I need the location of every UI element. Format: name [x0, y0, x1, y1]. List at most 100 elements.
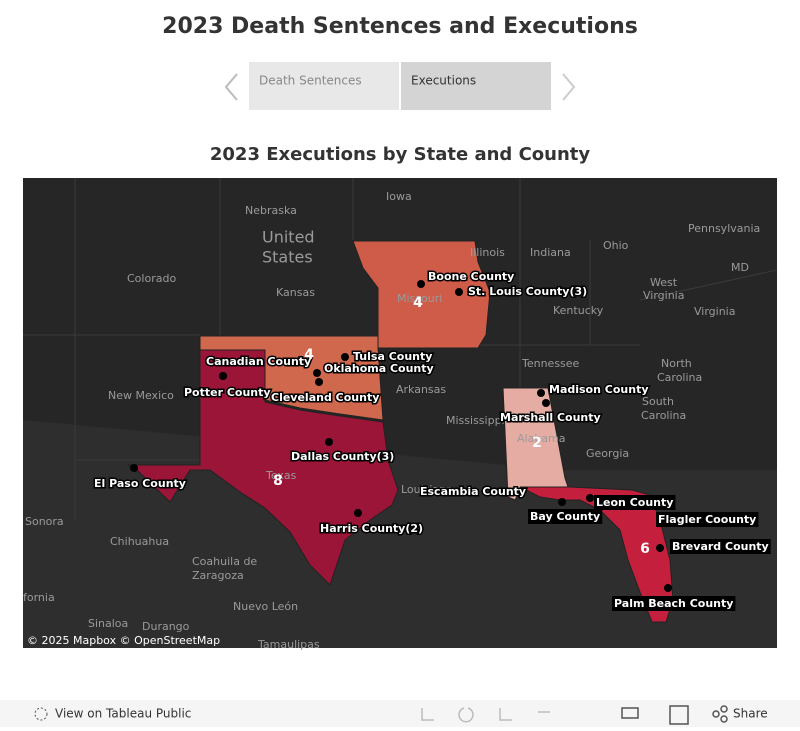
place-label: Texas — [265, 469, 297, 482]
county-dot[interactable] — [130, 464, 138, 472]
place-label: fornia — [23, 591, 55, 604]
place-label: Carolina — [641, 409, 686, 422]
county-label[interactable]: Marshall County — [499, 410, 603, 426]
county-label[interactable]: Oklahoma County — [323, 361, 436, 377]
place-label: Colorado — [127, 272, 176, 285]
county-dot[interactable] — [664, 584, 672, 592]
county-label[interactable]: Brevard County — [671, 539, 771, 555]
share-button[interactable]: Share — [733, 707, 768, 721]
county-label[interactable]: Leon County — [595, 495, 675, 511]
county-label[interactable]: Flagler Coounty — [657, 512, 758, 528]
county-label[interactable]: Madison County — [548, 382, 651, 398]
place-label: Coahuila de — [192, 555, 257, 568]
state-count: 4 — [304, 347, 314, 363]
place-label: Chihuahua — [110, 535, 169, 548]
map-title: 2023 Executions by State and County — [210, 144, 590, 165]
county-dot[interactable] — [558, 498, 566, 506]
place-label: Sonora — [25, 515, 64, 528]
state-count: 2 — [532, 435, 542, 451]
county-dot[interactable] — [313, 369, 321, 377]
county-dot[interactable] — [417, 280, 425, 288]
county-dot[interactable] — [219, 372, 227, 380]
county-label[interactable]: Potter County — [183, 385, 273, 401]
state-texas[interactable] — [127, 349, 399, 586]
place-label: Indiana — [530, 246, 571, 259]
county-dot[interactable] — [586, 494, 594, 502]
gulf — [23, 420, 777, 648]
place-label: Durango — [142, 620, 190, 633]
county-label[interactable]: El Paso County — [93, 476, 188, 492]
county-dot[interactable] — [537, 389, 545, 397]
place-label: Pennsylvania — [688, 222, 760, 235]
county-dot[interactable] — [656, 544, 664, 552]
place-label: Carolina — [657, 371, 702, 384]
place-label: Louisiana — [401, 483, 453, 496]
place-label: Iowa — [386, 190, 412, 203]
state-missouri[interactable] — [352, 240, 491, 349]
county-label[interactable]: Tulsa County — [352, 349, 434, 365]
next-arrow[interactable] — [562, 73, 576, 101]
county-dot[interactable] — [325, 438, 333, 446]
dashboard-title: 2023 Death Sentences and Executions — [162, 14, 638, 39]
county-label[interactable]: Escambia County — [419, 484, 528, 500]
place-label: Ohio — [603, 239, 629, 252]
place-label: Georgia — [586, 447, 629, 460]
place-label: Zaragoza — [192, 569, 244, 582]
prev-arrow[interactable] — [224, 73, 238, 101]
county-dot[interactable] — [516, 489, 524, 497]
place-label: States — [262, 248, 313, 267]
county-dot[interactable] — [542, 399, 550, 407]
place-label: Alabama — [517, 432, 566, 445]
state-count: 8 — [273, 473, 283, 489]
place-label: MD — [731, 261, 749, 274]
place-label: Nuevo León — [233, 600, 298, 613]
county-label[interactable]: Cleveland County — [270, 390, 381, 406]
county-label[interactable]: Boone County — [427, 269, 516, 285]
place-label: New Mexico — [108, 389, 174, 402]
county-label[interactable]: Bay County — [529, 509, 602, 525]
label-box — [594, 495, 676, 510]
attribution[interactable]: © 2025 Mapbox © OpenStreetMap — [27, 634, 220, 647]
view-link[interactable]: View on Tableau Public — [55, 707, 191, 721]
tableau-icon[interactable] — [34, 707, 48, 721]
tab-label[interactable]: Executions — [411, 74, 476, 88]
place-label: Arkansas — [396, 383, 446, 396]
state-count: 4 — [413, 295, 423, 311]
place-label: Mississippi — [446, 414, 505, 427]
county-dot[interactable] — [315, 378, 323, 386]
label-box — [656, 512, 759, 527]
state-count: 6 — [640, 541, 650, 557]
place-label: Sinaloa — [88, 617, 128, 630]
place-label: South — [642, 395, 674, 408]
place-label: Virginia — [643, 289, 684, 302]
county-label[interactable]: St. Louis County(3) — [467, 284, 589, 300]
county-dot[interactable] — [455, 288, 463, 296]
place-label: Tamaulipas — [257, 638, 320, 651]
place-label: West — [650, 276, 678, 289]
tab-active[interactable] — [401, 62, 551, 110]
county-label[interactable]: Canadian County — [205, 354, 313, 370]
county-label[interactable]: Palm Beach County — [613, 596, 735, 612]
state-florida[interactable] — [519, 486, 674, 623]
county-label[interactable]: Harris County(2) — [319, 521, 425, 537]
place-label: North — [661, 357, 692, 370]
place-label: Missouri — [397, 292, 442, 305]
county-label[interactable]: Dallas County(3) — [290, 449, 396, 465]
tab[interactable] — [249, 62, 399, 110]
place-label: Tennessee — [521, 357, 580, 370]
place-label: Nebraska — [245, 204, 297, 217]
label-box — [612, 596, 736, 611]
place-label: Illinois — [470, 246, 505, 259]
toolbar — [0, 700, 800, 727]
place-label: United — [262, 228, 315, 247]
place-label: Virginia — [694, 305, 735, 318]
county-dot[interactable] — [341, 353, 349, 361]
label-box — [528, 509, 603, 524]
county-dot[interactable] — [354, 509, 362, 517]
place-label: Kentucky — [553, 304, 604, 317]
label-box — [670, 539, 771, 554]
tab-label[interactable]: Death Sentences — [259, 74, 362, 88]
toolbar-icons[interactable] — [421, 705, 728, 725]
